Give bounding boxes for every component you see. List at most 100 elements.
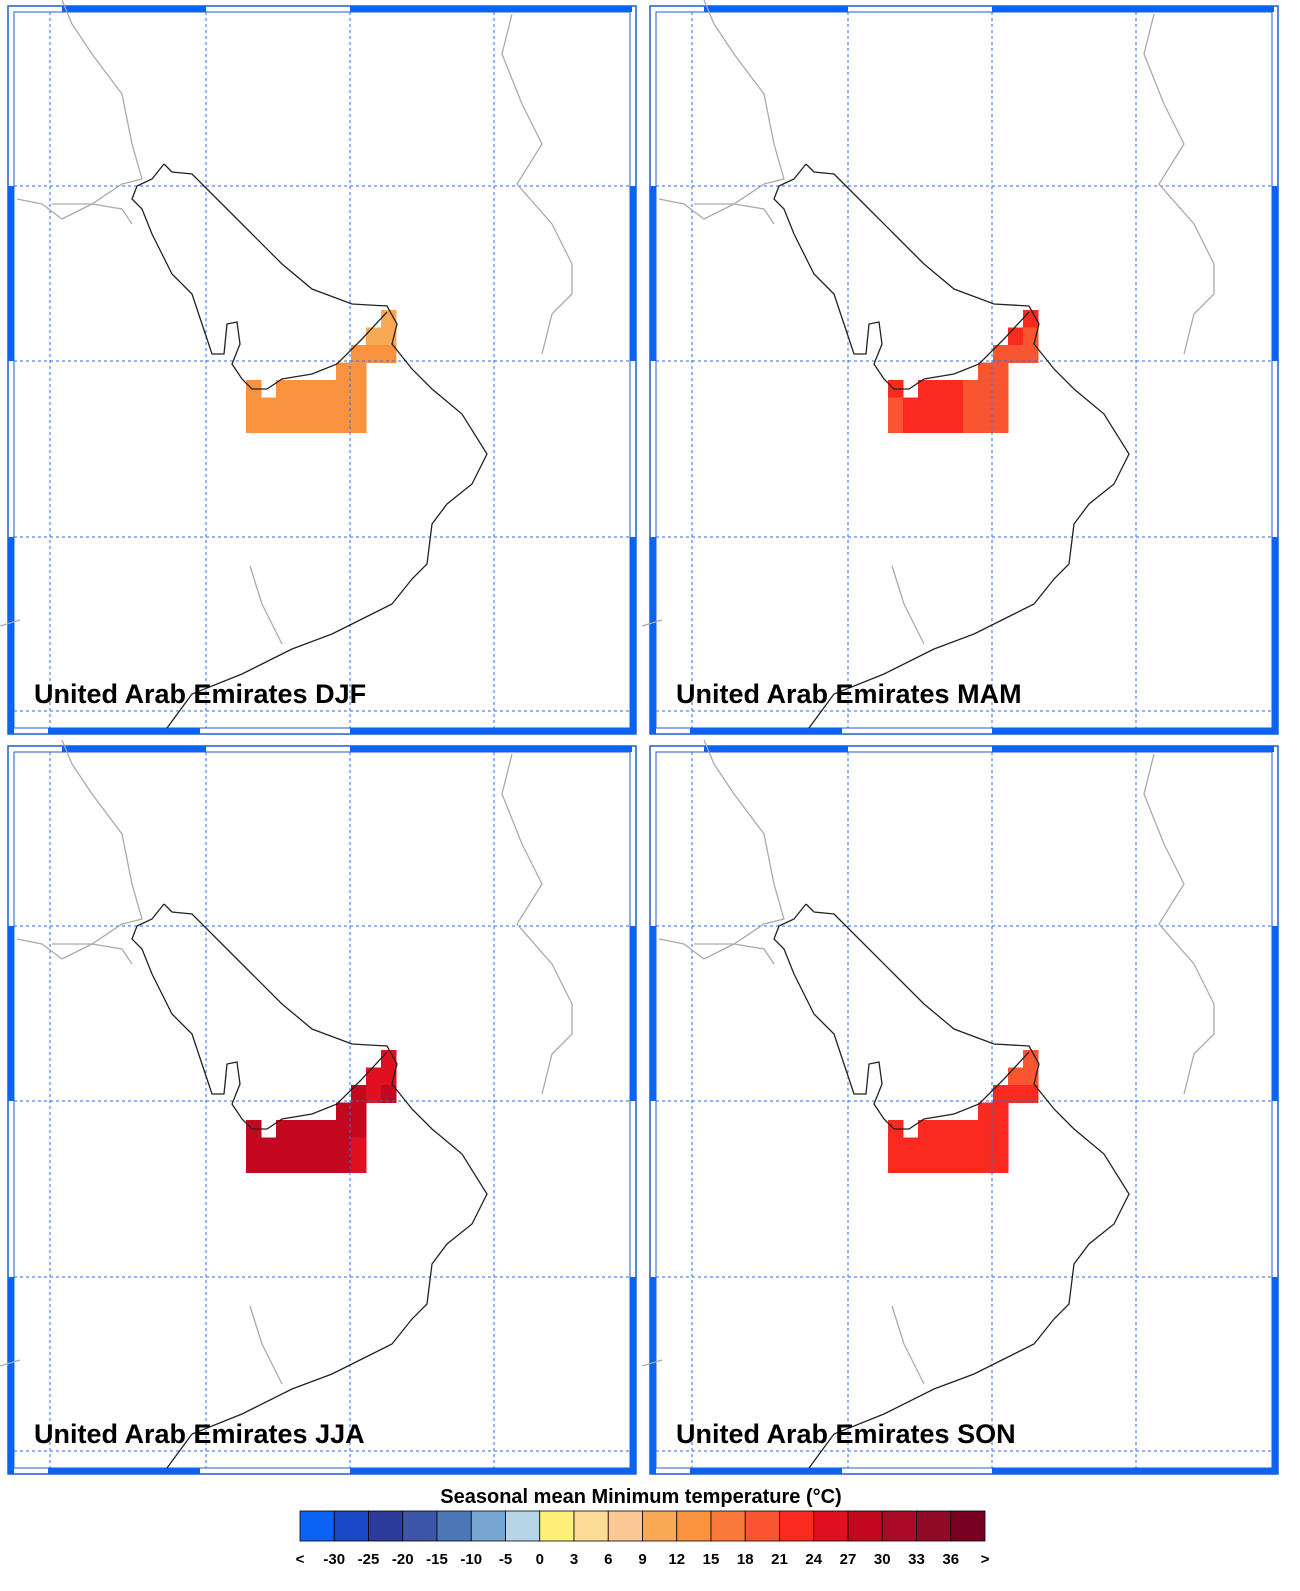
grid-cell [978,362,994,381]
frame-tick [630,1277,636,1474]
grid-cell [933,415,949,433]
grid-cell [918,1120,934,1138]
frame-tick [8,186,14,361]
colorbar-box [847,1510,883,1542]
frame-tick [630,926,636,1101]
panel-frame [649,5,1279,735]
frame-tick [650,186,656,361]
colorbar-label: -15 [426,1551,448,1568]
border [0,1359,21,1367]
frame-tick [992,728,1274,734]
grid-cell [246,1155,262,1173]
colorbar-label: 21 [771,1551,788,1568]
frame-tick [992,6,1274,12]
grid-cell [1008,1067,1024,1086]
grid-cell [903,397,919,416]
grid-cell [963,1155,979,1173]
grid-cell [948,1120,964,1138]
grid-cell [963,1120,979,1138]
grid-cell [993,1155,1009,1173]
coastline [805,163,1130,729]
border [1143,13,1215,355]
frame-tick [62,746,206,752]
panel-inner-frame [13,11,631,729]
colorbar-label: < [296,1551,305,1568]
grid-cell [903,415,919,433]
frame-tick [630,186,636,361]
grid-cell [306,1137,322,1156]
border [658,0,785,220]
grid-cell [246,1137,262,1156]
grid-cell [948,397,964,416]
grid-cell [1008,327,1024,346]
grid-cell [978,397,994,416]
grid-cell [276,1155,292,1173]
colorbar-box [779,1510,815,1542]
border [249,1305,283,1385]
grid-cell [246,415,262,433]
panel-title: United Arab Emirates JJA [34,1419,365,1449]
grid-cell [336,1120,352,1138]
frame-tick [650,537,656,734]
grid-cell [291,380,307,398]
grid-cell [993,345,1009,363]
colorbar-box [813,1510,849,1542]
border [249,565,283,645]
grid-cell [306,397,322,416]
colorbar-label: 33 [908,1551,925,1568]
colorbar-label: 24 [805,1551,822,1568]
grid-cell [948,380,964,398]
colorbar-label: -10 [460,1551,482,1568]
map-panel: United Arab Emirates SON [641,739,1279,1475]
colorbar-box [368,1510,404,1542]
grid-cell [321,1120,337,1138]
colorbar-box [505,1510,541,1542]
grid-cell [903,1155,919,1173]
grid-cell [381,345,397,363]
grid-cell [351,362,367,381]
colorbar-label: 6 [604,1551,612,1568]
grid-cell [381,1085,397,1103]
grid-cell [351,1137,367,1156]
grid-cell [321,397,337,416]
grid-cell [993,397,1009,416]
frame-tick [48,728,200,734]
grid-cell [1023,345,1039,363]
grid-cell [948,1137,964,1156]
border [501,13,573,355]
border [501,753,573,1095]
grid-cell [903,1137,919,1156]
grid-cell [888,1155,904,1173]
grid-cell [993,1102,1009,1121]
coastline [805,903,1130,1469]
grid-cell [978,1155,994,1173]
frame-tick [690,728,842,734]
grid-cell [888,1137,904,1156]
frame-tick [1272,1277,1278,1474]
colorbar-box [470,1510,506,1542]
colorbar-label: 27 [840,1551,857,1568]
coastline [163,903,488,1469]
panel-inner-frame [655,11,1273,729]
grid-cell [933,1120,949,1138]
border [694,203,775,225]
grid-cell [306,1120,322,1138]
frame-tick [350,6,632,12]
grid-cell [993,380,1009,398]
frame-tick [630,537,636,734]
grid-cell [276,415,292,433]
grid-cell [351,345,367,363]
grid-cell [978,1102,994,1121]
border [891,565,925,645]
colorbar-title: Seasonal mean Minimum temperature (°C) [440,1486,841,1508]
grid-cell [351,1102,367,1121]
border [0,619,21,627]
grid-cell [918,415,934,433]
grid-cell [993,1137,1009,1156]
grid-cell [261,1137,277,1156]
grid-cell [336,362,352,381]
grid-cell [261,397,277,416]
grid-cell [918,397,934,416]
grid-cell [933,1155,949,1173]
border [658,739,785,960]
